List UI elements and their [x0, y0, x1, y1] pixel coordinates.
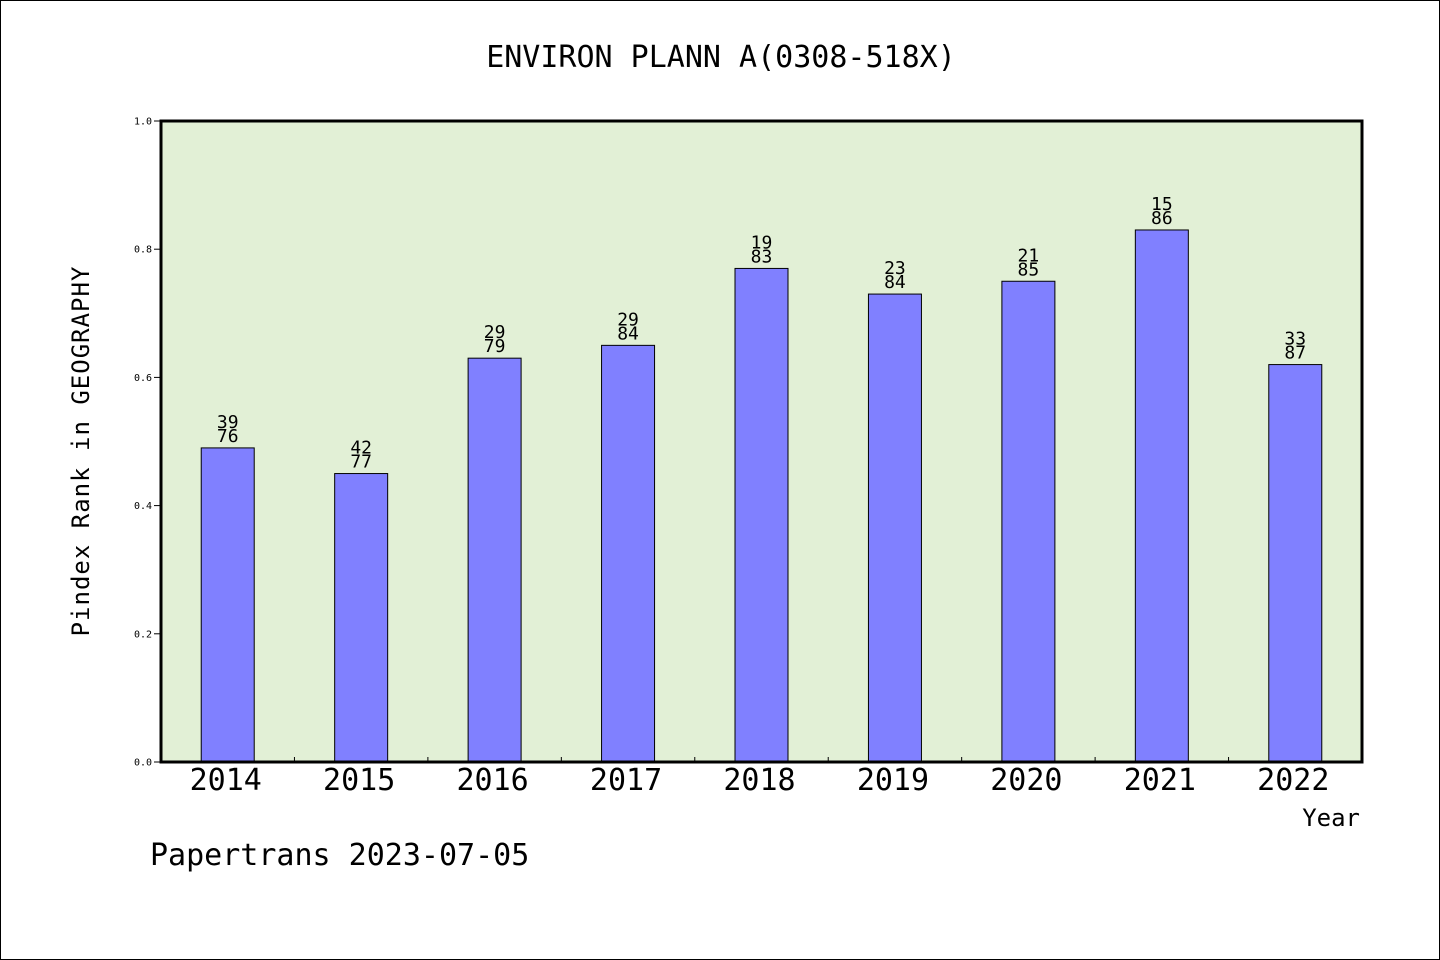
bar-label-bottom-2018: 83: [751, 246, 773, 267]
bar-label-top-2022: 33: [1284, 329, 1306, 350]
bar-label-top-2020: 21: [1018, 245, 1040, 266]
bar-label-bottom-2022: 87: [1284, 343, 1306, 364]
y-axis-label: Pindex Rank in GEOGRAPHY: [67, 266, 95, 637]
bar-label-top-2018: 19: [751, 232, 773, 253]
bar-label-bottom-2015: 77: [350, 452, 372, 473]
bar-label-bottom-2016: 79: [484, 336, 506, 357]
y-tick-label-1.0: 1.0: [134, 117, 152, 128]
x-tick-label-2018: 2018: [723, 763, 795, 798]
plot-border: [159, 119, 1364, 764]
bar-label-bottom-2019: 84: [884, 272, 906, 293]
bar-2021: [1134, 229, 1189, 763]
bar-2018: [734, 267, 789, 763]
footer-credit: Papertrans 2023-07-05: [150, 838, 529, 873]
y-tick-label-0.0: 0.0: [134, 758, 152, 769]
bar-label-top-2016: 29: [484, 322, 506, 343]
bar-label-bottom-2020: 85: [1018, 259, 1040, 280]
bar-label-bottom-2014: 76: [217, 426, 239, 447]
bar-label-bottom-2017: 84: [617, 323, 639, 344]
x-tick-label-2015: 2015: [323, 763, 395, 798]
x-axis-label: Year: [1302, 804, 1360, 832]
y-axis-ticks: 0.0 0.2 0.4 0.6 0.8 1.0: [134, 117, 161, 769]
bar-label-top-2014: 39: [217, 412, 239, 433]
bar-label-top-2021: 15: [1151, 194, 1173, 215]
bar-2020: [1001, 280, 1056, 763]
bar-label-top-2019: 23: [884, 258, 906, 279]
y-tick-label-0.8: 0.8: [134, 245, 152, 256]
y-tick-label-0.6: 0.6: [134, 373, 152, 384]
bar-label-bottom-2021: 86: [1151, 208, 1173, 229]
bar-2022: [1268, 364, 1323, 763]
bar-2017: [601, 344, 656, 763]
bar-label-top-2015: 42: [350, 438, 372, 459]
bar-2014: [200, 447, 255, 763]
x-tick-label-2016: 2016: [456, 763, 528, 798]
bar-2019: [867, 293, 922, 763]
bar-2016: [467, 357, 522, 763]
chart-title: ENVIRON PLANN A(0308-518X): [486, 40, 956, 75]
x-tick-label-2021: 2021: [1124, 763, 1196, 798]
y-tick-label-0.4: 0.4: [134, 501, 152, 512]
bar-label-top-2017: 29: [617, 309, 639, 330]
x-tick-label-2022: 2022: [1257, 763, 1329, 798]
x-axis-ticks: 2014 2015 2016 2017 2018 2019 2020 2021 2022: [190, 757, 1329, 798]
bar-2015: [334, 473, 389, 763]
x-tick-label-2020: 2020: [990, 763, 1062, 798]
x-tick-label-2019: 2019: [857, 763, 929, 798]
x-tick-label-2014: 2014: [190, 763, 262, 798]
y-tick-label-0.2: 0.2: [134, 629, 152, 640]
x-tick-label-2017: 2017: [590, 763, 662, 798]
